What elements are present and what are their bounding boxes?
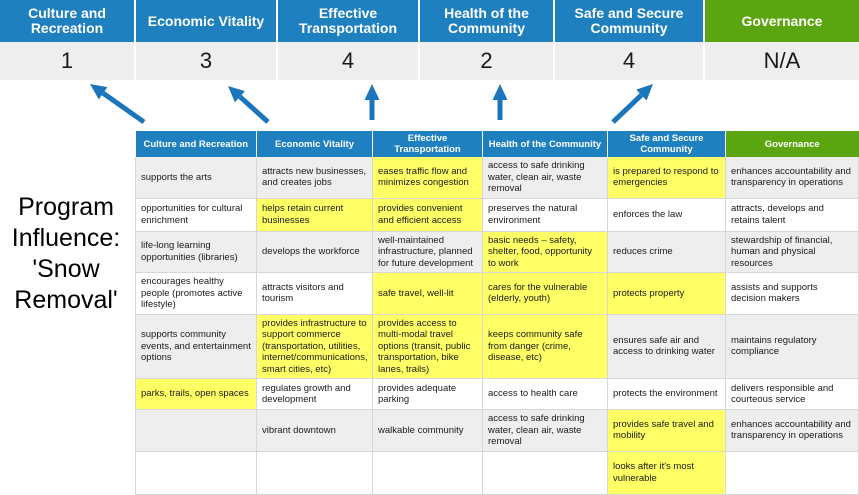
scorecard-summary: Culture and Recreation Economic Vitality E… <box>0 0 859 80</box>
scorecard-value-health-of-the-community: 2 <box>420 42 555 80</box>
matrix-header-health-of-the-community: Health of the Community <box>482 131 608 157</box>
scorecard-header-row: Culture and Recreation Economic Vitality E… <box>0 0 859 42</box>
matrix-cell: cares for the vulnerable (elderly, youth… <box>482 272 608 315</box>
matrix-cell: attracts, develops and retains talent <box>725 198 859 232</box>
scorecard-header-safe-and-secure-community: Safe and Secure Community <box>555 0 705 42</box>
arrow-economic-vitality-icon <box>228 86 270 124</box>
scorecard-value-safe-and-secure-community: 4 <box>555 42 705 80</box>
matrix-cell: parks, trails, open spaces <box>135 378 257 410</box>
matrix-cell <box>256 451 373 495</box>
matrix-cell: reduces crime <box>607 231 726 273</box>
matrix-body: supports the arts attracts new businesses… <box>135 157 859 495</box>
matrix-header-governance: Governance <box>725 131 859 157</box>
scorecard-value-governance: N/A <box>763 48 801 73</box>
arrow-culture-and-recreation-icon <box>90 84 146 125</box>
matrix-header-safe-and-secure-community: Safe and Secure Community <box>607 131 726 157</box>
matrix-cell: enhances accountability and transparency… <box>725 157 859 199</box>
matrix-cell: opportunities for cultural enrichment <box>135 198 257 232</box>
matrix-cell: eases traffic flow and minimizes congest… <box>372 157 483 199</box>
matrix-cell: helps retain current businesses <box>256 198 373 232</box>
matrix-cell: provides access to multi-modal travel op… <box>372 314 483 379</box>
matrix-cell <box>135 409 257 452</box>
matrix-row: parks, trails, open spaces regulates grow… <box>135 378 859 410</box>
influence-matrix-table: Culture and Recreation Economic Vitality E… <box>135 131 859 495</box>
matrix-cell: walkable community <box>372 409 483 452</box>
matrix-cell: life-long learning opportunities (librar… <box>135 231 257 273</box>
matrix-cell: attracts visitors and tourism <box>256 272 373 315</box>
matrix-cell: supports community events, and entertain… <box>135 314 257 379</box>
matrix-cell: assists and supports decision makers <box>725 272 859 315</box>
matrix-cell: stewardship of financial, human and phys… <box>725 231 859 273</box>
matrix-header-effective-transportation: Effective Transportation <box>372 131 483 157</box>
matrix-cell: protects the environment <box>607 378 726 410</box>
matrix-cell: maintains regulatory compliance <box>725 314 859 379</box>
matrix-cell: enforces the law <box>607 198 726 232</box>
matrix-cell: keeps community safe from danger (crime,… <box>482 314 608 379</box>
scorecard-header-governance: Governance <box>705 0 859 42</box>
matrix-cell: provides safe travel and mobility <box>607 409 726 452</box>
matrix-row: supports community events, and entertain… <box>135 314 859 379</box>
matrix-cell: regulates growth and development <box>256 378 373 410</box>
matrix-row: vibrant downtown walkable community access… <box>135 409 859 452</box>
scorecard-header-health-of-the-community: Health of the Community <box>420 0 555 42</box>
program-influence-line-3: 'Snow <box>32 255 100 283</box>
matrix-cell: well-maintained infrastructure, planned … <box>372 231 483 273</box>
matrix-cell: looks after it's most vulnerable <box>607 451 726 495</box>
matrix-header-economic-vitality: Economic Vitality <box>256 131 373 157</box>
matrix-cell: ensures safe air and access to drinking … <box>607 314 726 379</box>
program-influence-line-1: Program <box>18 193 114 221</box>
program-influence-label: Program Influence: 'Snow Removal' <box>2 192 130 316</box>
matrix-cell <box>725 451 859 495</box>
matrix-cell: access to safe drinking water, clean air… <box>482 157 608 199</box>
arrow-health-of-the-community-icon <box>492 84 508 120</box>
matrix-header-row: Culture and Recreation Economic Vitality E… <box>135 131 859 157</box>
matrix-cell <box>482 451 608 495</box>
matrix-row: opportunities for cultural enrichment hel… <box>135 198 859 232</box>
scorecard-header-culture-and-recreation: Culture and Recreation <box>0 0 136 42</box>
scorecard-value-economic-vitality: 3 <box>136 42 278 80</box>
matrix-cell: basic needs – safety, shelter, food, opp… <box>482 231 608 273</box>
program-influence-line-2: Influence: <box>11 224 121 252</box>
matrix-cell <box>135 451 257 495</box>
matrix-cell: develops the workforce <box>256 231 373 273</box>
scorecard-header-effective-transportation: Effective Transportation <box>278 0 420 42</box>
matrix-row: life-long learning opportunities (librar… <box>135 231 859 273</box>
matrix-cell: access to health care <box>482 378 608 410</box>
scorecard-header-economic-vitality: Economic Vitality <box>136 0 278 42</box>
matrix-cell: provides infrastructure to support comme… <box>256 314 373 379</box>
matrix-cell: supports the arts <box>135 157 257 199</box>
matrix-cell: provides adequate parking <box>372 378 483 410</box>
influence-arrows-group <box>90 84 653 125</box>
matrix-cell: access to safe drinking water, clean air… <box>482 409 608 452</box>
matrix-cell: protects property <box>607 272 726 315</box>
matrix-cell: enhances accountability and transparency… <box>725 409 859 452</box>
matrix-cell: delivers responsible and courteous servi… <box>725 378 859 410</box>
matrix-cell: attracts new businesses, and creates job… <box>256 157 373 199</box>
matrix-cell <box>372 451 483 495</box>
program-influence-line-4: Removal' <box>14 286 118 314</box>
matrix-cell: is prepared to respond to emergencies <box>607 157 726 199</box>
matrix-cell: encourages healthy people (promotes acti… <box>135 272 257 315</box>
scorecard-value-row: 1 3 4 2 4 N/A <box>0 42 859 80</box>
arrow-safe-and-secure-community-icon <box>611 84 653 124</box>
matrix-row: looks after it's most vulnerable <box>135 451 859 495</box>
matrix-header-culture-and-recreation: Culture and Recreation <box>135 131 257 157</box>
arrow-effective-transportation-icon <box>364 84 380 120</box>
matrix-row: supports the arts attracts new businesses… <box>135 157 859 199</box>
matrix-cell: vibrant downtown <box>256 409 373 452</box>
matrix-cell: preserves the natural environment <box>482 198 608 232</box>
matrix-cell: provides convenient and efficient access <box>372 198 483 232</box>
scorecard-value-effective-transportation: 4 <box>278 42 420 80</box>
matrix-cell: safe travel, well-lit <box>372 272 483 315</box>
matrix-row: encourages healthy people (promotes acti… <box>135 272 859 315</box>
scorecard-value-culture-and-recreation: 1 <box>0 42 136 80</box>
